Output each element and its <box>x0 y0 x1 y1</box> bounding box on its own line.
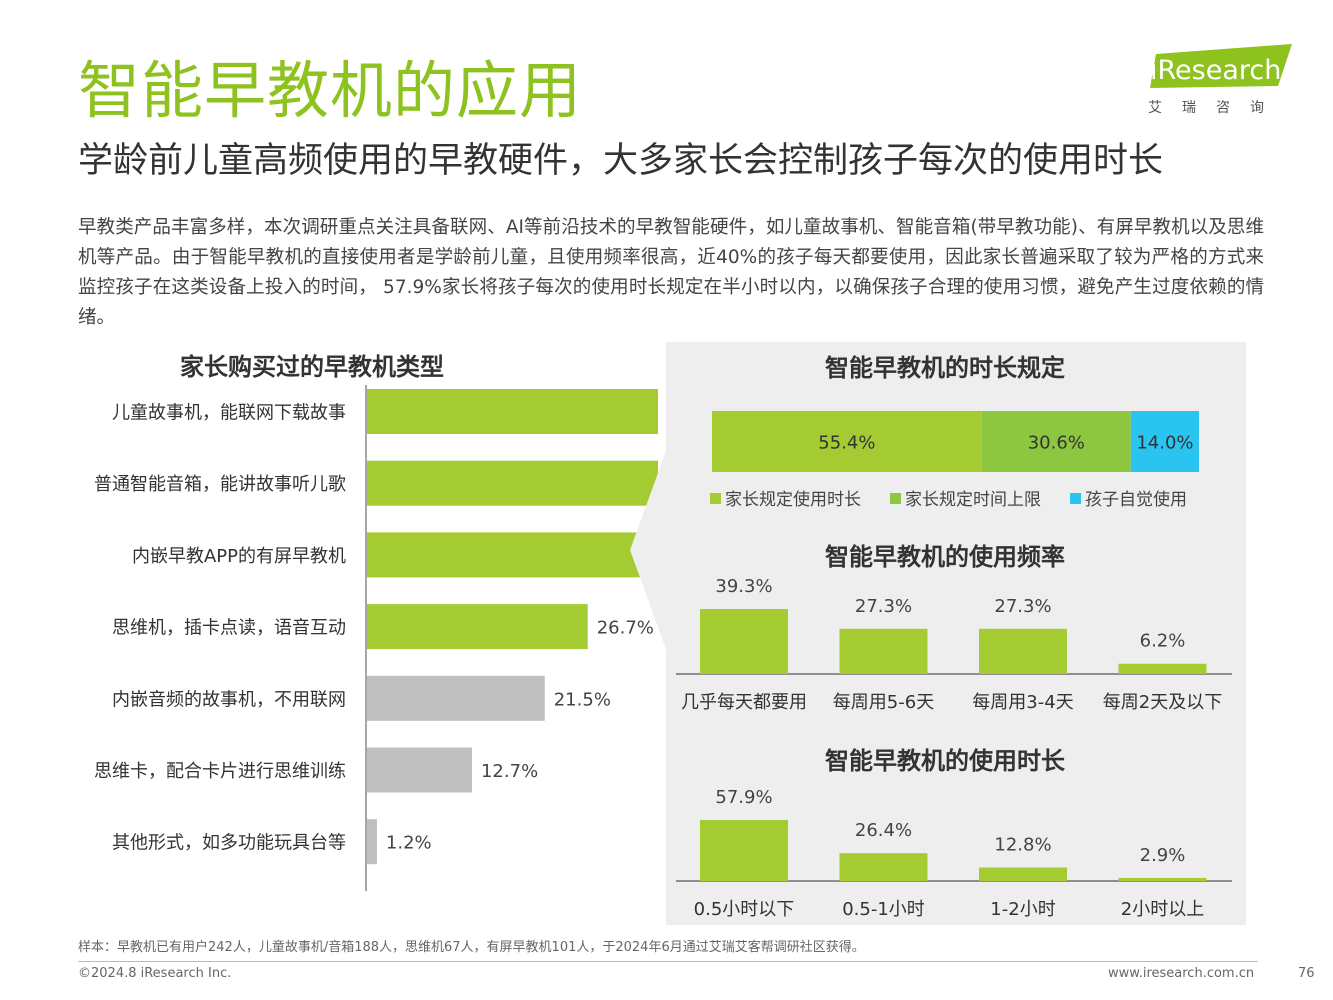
stack-segment <box>712 411 982 472</box>
category-label: 其他形式，如多功能玩具台等 <box>112 833 346 854</box>
column-bar <box>1118 663 1207 674</box>
legend-swatch <box>1070 493 1081 504</box>
logo-text: iResearch <box>1150 55 1281 86</box>
value-label: 12.7% <box>481 761 538 782</box>
value-label: 57.9% <box>715 787 772 808</box>
iresearch-logo: iResearch <box>1150 44 1292 88</box>
bar <box>367 460 658 506</box>
page-number: 76 <box>1298 966 1315 981</box>
category-label: 0.5-1小时 <box>842 899 925 920</box>
category-label: 几乎每天都要用 <box>681 692 807 713</box>
category-label: 每周用5-6天 <box>833 692 934 713</box>
bar <box>367 389 658 434</box>
category-label: 每周2天及以下 <box>1103 692 1222 713</box>
column-bar <box>979 628 1067 674</box>
value-label: 26.4% <box>855 820 912 841</box>
page-subtitle: 学龄前儿童高频使用的早教硬件，大多家长会控制孩子每次的使用时长 <box>78 141 1164 181</box>
legend-swatch <box>890 493 901 504</box>
legend-label: 家长规定使用时长 <box>725 490 861 510</box>
category-label: 普通智能音箱，能讲故事听儿歌 <box>94 474 346 495</box>
category-label: 内嵌音频的故事机，不用联网 <box>112 689 346 710</box>
value-label: 6.2% <box>1140 631 1186 652</box>
column-bar <box>839 628 928 674</box>
column-bar <box>1118 877 1207 881</box>
segment-label: 14.0% <box>1136 433 1193 454</box>
value-label: 2.9% <box>1140 845 1186 866</box>
segment-label: 55.4% <box>818 433 875 454</box>
value-label: 26.7% <box>597 618 654 639</box>
category-label: 内嵌早教APP的有屏早教机 <box>132 546 346 567</box>
column-bar <box>700 609 788 674</box>
chart-time-rules: 55.4% 30.6% 14.0% <box>712 411 1199 472</box>
legend-item: 孩子自觉使用 <box>1070 485 1187 510</box>
value-label: 27.3% <box>994 596 1051 617</box>
callout-arrow <box>630 440 670 660</box>
copyright: ©2024.8 iResearch Inc. <box>78 966 232 981</box>
sample-note: 样本：早教机已有用户242人，儿童故事机/音箱188人，思维机67人，有屏早教机… <box>78 940 865 955</box>
column-bar <box>839 853 928 881</box>
category-label: 儿童故事机，能联网下载故事 <box>112 403 346 424</box>
category-label: 思维机，插卡点读，语音互动 <box>112 618 346 639</box>
legend-item: 家长规定时间上限 <box>890 485 1041 510</box>
legend-item: 家长规定使用时长 <box>710 485 861 510</box>
footer-divider <box>78 961 1258 962</box>
chart-usage-frequency: 39.3% 几乎每天都要用 27.3% 每周用5-6天 27.3% 每周用3-4天 6.2%… <box>676 576 1232 713</box>
bar <box>367 675 545 721</box>
category-label: 每周用3-4天 <box>972 692 1073 713</box>
value-label: 1.2% <box>386 833 432 854</box>
summary-paragraph: 早教类产品丰富多样，本次调研重点关注具备联网、AI等前沿技术的早教智能硬件，如儿… <box>78 217 1264 328</box>
chart-usage-duration: 57.9% 0.5小时以下 26.4% 0.5-1小时 12.8% 1-2小时 2.9% 2小… <box>676 787 1232 920</box>
category-label: 思维卡，配合卡片进行思维训练 <box>94 761 346 782</box>
logo-tagline: 艾瑞咨询 <box>1148 100 1284 116</box>
chart4-title: 智能早教机的使用时长 <box>825 747 1065 775</box>
bar <box>367 819 377 865</box>
legend-label: 孩子自觉使用 <box>1085 490 1187 510</box>
value-label: 39.3% <box>715 576 772 597</box>
stack-segment <box>1130 411 1199 472</box>
chart2-legend: 家长规定使用时长 家长规定时间上限 孩子自觉使用 <box>706 485 1226 510</box>
legend-swatch <box>710 493 721 504</box>
column-bar <box>979 867 1067 881</box>
website-link[interactable]: www.iresearch.com.cn <box>1108 966 1255 981</box>
value-label: 21.5% <box>554 689 611 710</box>
column-bar <box>700 820 788 881</box>
category-label: 0.5小时以下 <box>694 899 795 920</box>
bar <box>367 604 588 650</box>
category-label: 2小时以上 <box>1121 899 1204 920</box>
category-label: 1-2小时 <box>990 899 1055 920</box>
chart1-title: 家长购买过的早教机类型 <box>180 353 444 381</box>
chart2-title: 智能早教机的时长规定 <box>825 354 1065 382</box>
segment-label: 30.6% <box>1028 433 1085 454</box>
value-label: 12.8% <box>994 835 1051 856</box>
chart-buyer-types: 儿童故事机，能联网下载故事50.2%普通智能音箱，能讲故事听儿歌42.2%内嵌早… <box>94 385 658 891</box>
page-title: 智能早教机的应用 <box>78 54 583 127</box>
stack-segment <box>981 411 1131 472</box>
bar <box>367 747 472 793</box>
chart3-title: 智能早教机的使用频率 <box>825 543 1065 571</box>
bar <box>367 532 658 578</box>
value-label: 27.3% <box>855 596 912 617</box>
legend-label: 家长规定时间上限 <box>905 490 1041 510</box>
